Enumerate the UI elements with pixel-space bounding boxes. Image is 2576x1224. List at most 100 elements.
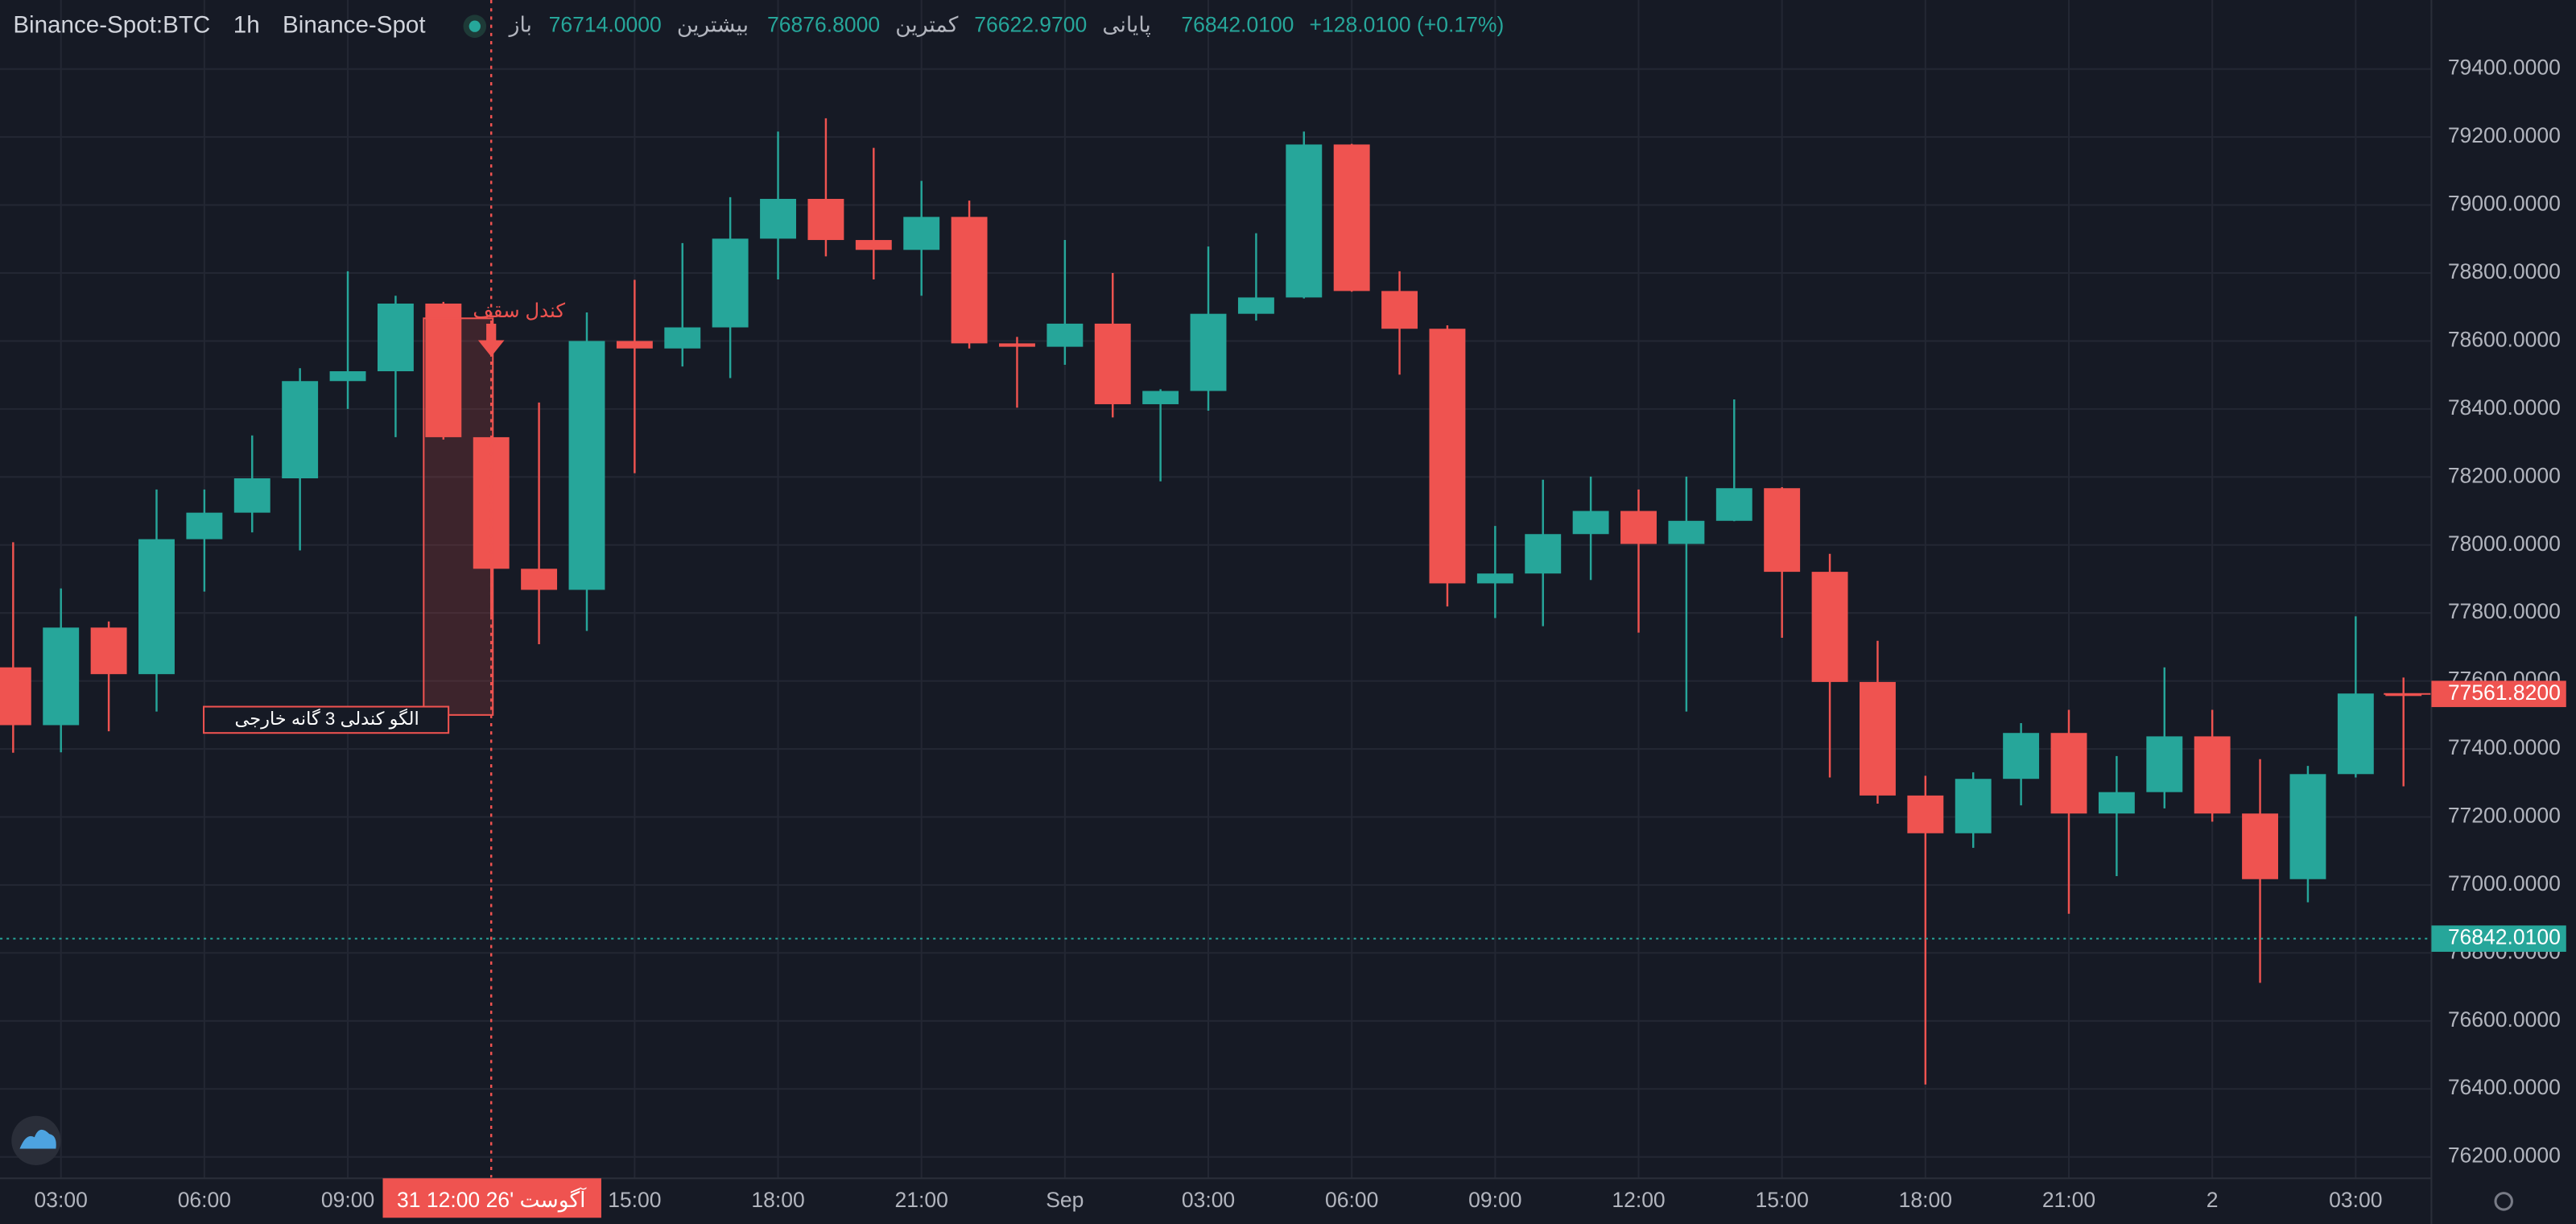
y-tick-label: 77000.0000 xyxy=(2448,871,2561,895)
x-tick-label: 03:00 xyxy=(2329,1188,2382,1212)
grid xyxy=(0,0,2432,1179)
logo-icon[interactable] xyxy=(19,1129,56,1149)
x-tick-label: 06:00 xyxy=(178,1188,231,1212)
candle-body xyxy=(1094,323,1131,404)
y-tick-label: 77200.0000 xyxy=(2448,804,2561,828)
settings-button[interactable] xyxy=(2494,1192,2513,1211)
candle-body xyxy=(999,343,1035,347)
crosshair-label-bg xyxy=(382,1178,601,1218)
candle-body xyxy=(2050,733,2087,814)
y-tick-label: 78400.0000 xyxy=(2448,395,2561,420)
x-tick-label: 21:00 xyxy=(895,1188,948,1212)
candle-body xyxy=(2003,733,2040,779)
candles xyxy=(0,118,2422,1085)
candle-body xyxy=(425,304,462,437)
x-tick-label: 06:00 xyxy=(1325,1188,1378,1212)
x-tick-label: Sep xyxy=(1046,1188,1084,1212)
candle-body xyxy=(90,627,127,675)
exchange: Binance-Spot xyxy=(283,11,426,38)
candle-body xyxy=(1429,329,1466,584)
candle-body xyxy=(1907,795,1944,833)
candle-body xyxy=(1237,297,1274,314)
candle-body xyxy=(664,327,701,349)
candle-body xyxy=(186,512,223,540)
interval[interactable]: 1h xyxy=(233,11,260,38)
legend-value: 76876.8000 xyxy=(767,13,880,37)
candle-body xyxy=(1764,488,1801,573)
candle-body xyxy=(282,381,319,479)
header: Binance-Spot:BTC 1h Binance-Spot باز 7671… xyxy=(13,11,1504,38)
y-tick-label: 76400.0000 xyxy=(2448,1075,2561,1099)
candle-body xyxy=(521,569,558,590)
x-tick-label: 09:00 xyxy=(1468,1188,1521,1212)
status-dot xyxy=(469,20,481,32)
price-label-bg xyxy=(2431,925,2566,952)
candle-body xyxy=(138,539,175,675)
candle-body xyxy=(712,238,749,328)
candle-body xyxy=(2242,813,2278,879)
x-tick-label: 18:00 xyxy=(1899,1188,1952,1212)
y-tick-label: 77400.0000 xyxy=(2448,735,2561,759)
axes: 76200.000076400.000076600.000076800.0000… xyxy=(35,56,2566,1218)
y-tick-label: 78200.0000 xyxy=(2448,463,2561,487)
candle-body xyxy=(1381,291,1418,329)
candle-body xyxy=(1190,313,1227,391)
y-tick-label: 79200.0000 xyxy=(2448,123,2561,147)
price-label: 77561.8200 xyxy=(2448,680,2561,705)
candle-body xyxy=(1046,323,1084,347)
y-tick-label: 79000.0000 xyxy=(2448,192,2561,216)
x-tick-label: 09:00 xyxy=(321,1188,374,1212)
x-tick-label: 2 xyxy=(2207,1188,2219,1212)
overlays: کندل سقف الگو کندلی 3 گانه خارجی xyxy=(0,0,2432,1179)
y-tick-label: 77800.0000 xyxy=(2448,599,2561,623)
logo[interactable] xyxy=(11,1115,61,1165)
candle-body xyxy=(903,217,940,250)
legend-change: +128.0100 (+0.17%) xyxy=(1310,13,1505,37)
candle-body xyxy=(1142,391,1179,404)
x-tick-label: 03:00 xyxy=(1182,1188,1235,1212)
pattern-label-box xyxy=(203,705,450,734)
candle-body xyxy=(43,627,80,726)
candle-body xyxy=(1620,511,1657,544)
price-label-bg xyxy=(2431,680,2566,708)
legend-label: بیشترین xyxy=(677,13,749,38)
y-tick-label: 76600.0000 xyxy=(2448,1007,2561,1032)
symbol: Binance-Spot:BTC xyxy=(13,11,210,38)
x-tick-label: 18:00 xyxy=(751,1188,804,1212)
legend-label: کمترین xyxy=(895,13,959,38)
candle-body xyxy=(2098,792,2135,814)
settings-icon[interactable] xyxy=(2494,1192,2513,1211)
x-tick-label: 21:00 xyxy=(2042,1188,2095,1212)
candle-body xyxy=(1476,573,1513,584)
candle-body xyxy=(1860,681,1896,796)
candle-body xyxy=(1955,779,1992,833)
pattern-highlight xyxy=(423,317,494,716)
candle-body xyxy=(1525,534,1562,574)
y-tick-label: 78000.0000 xyxy=(2448,531,2561,556)
y-tick-label: 79400.0000 xyxy=(2448,56,2561,80)
candle-body xyxy=(2337,693,2374,775)
candle-body xyxy=(1333,144,1370,292)
legend-value: 76622.9700 xyxy=(974,13,1087,37)
x-tick-label: 15:00 xyxy=(1755,1188,1808,1212)
candle-body xyxy=(1286,144,1323,298)
candle-body xyxy=(855,240,892,250)
crosshair-label: 31 آگوست '26 12:00 xyxy=(397,1187,587,1213)
candle-body xyxy=(760,198,796,239)
candle-body xyxy=(1811,572,1848,682)
candle-body xyxy=(233,478,270,513)
legend-label: پایانی xyxy=(1102,13,1150,38)
x-tick-label: 03:00 xyxy=(35,1188,88,1212)
x-tick-label: 15:00 xyxy=(608,1188,661,1212)
candle-body xyxy=(329,371,366,382)
legend-label: باز xyxy=(508,13,532,37)
candle-body xyxy=(951,217,988,344)
candle-body xyxy=(1715,488,1752,521)
x-tick-label: 12:00 xyxy=(1612,1188,1665,1212)
candle-body xyxy=(2385,693,2422,697)
pattern-label: الگو کندلی 3 گانه خارجی xyxy=(235,708,419,730)
candle-body xyxy=(0,667,31,726)
legend-value: 76842.0100 xyxy=(1181,13,1294,37)
candle-body xyxy=(568,341,605,590)
